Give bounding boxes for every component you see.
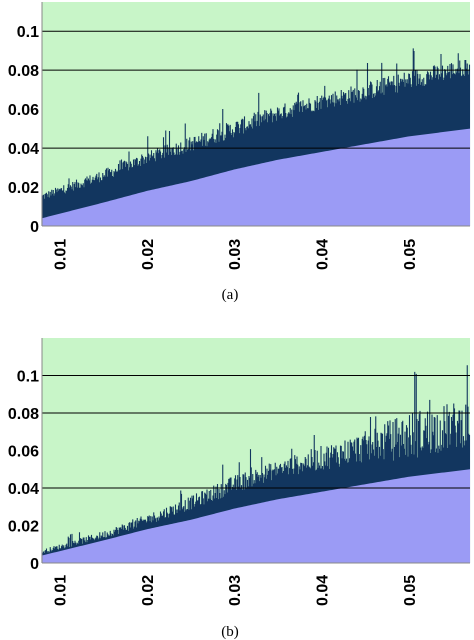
x-tick-label: 0.05: [402, 239, 419, 270]
x-tick-label: 0.02: [140, 239, 157, 270]
y-tick-label: 0.06: [8, 102, 39, 119]
y-tick-label: 0.06: [8, 444, 39, 461]
y-tick-label: 0: [30, 556, 39, 573]
y-tick-label: 0.02: [8, 180, 39, 197]
x-tick-label: 0.04: [315, 239, 332, 270]
x-tick-label: 0.03: [227, 575, 244, 606]
x-tick-label: 0.01: [52, 575, 69, 606]
series-lower: [42, 469, 470, 563]
y-tick-label: 0.1: [17, 369, 39, 386]
x-tick-label: 0.03: [227, 239, 244, 270]
chart-panel-b: 0 0.02 0.04 0.06 0.08 0.1 0.01 0.02 0.03 0.04 0.05: [8, 338, 471, 606]
y-tick-label: 0: [30, 219, 39, 236]
y-tick-label: 0.04: [8, 141, 39, 158]
caption-a: (a): [222, 287, 239, 303]
y-tick-label: 0.02: [8, 519, 39, 536]
caption-b: (b): [221, 624, 239, 640]
x-tick-label: 0.01: [52, 239, 69, 270]
x-tick-label: 0.05: [402, 575, 419, 606]
x-tick-label: 0.02: [140, 575, 157, 606]
series-lower: [42, 128, 470, 226]
y-tick-label: 0.1: [17, 24, 39, 41]
x-tick-label: 0.04: [315, 575, 332, 606]
y-tick-label: 0.08: [8, 406, 39, 423]
y-tick-label: 0.08: [8, 63, 39, 80]
chart-panel-a: 0 0.02 0.04 0.06 0.08 0.1 0.01 0.02 0.03 0.04 0.05: [8, 2, 471, 270]
y-tick-label: 0.04: [8, 481, 39, 498]
